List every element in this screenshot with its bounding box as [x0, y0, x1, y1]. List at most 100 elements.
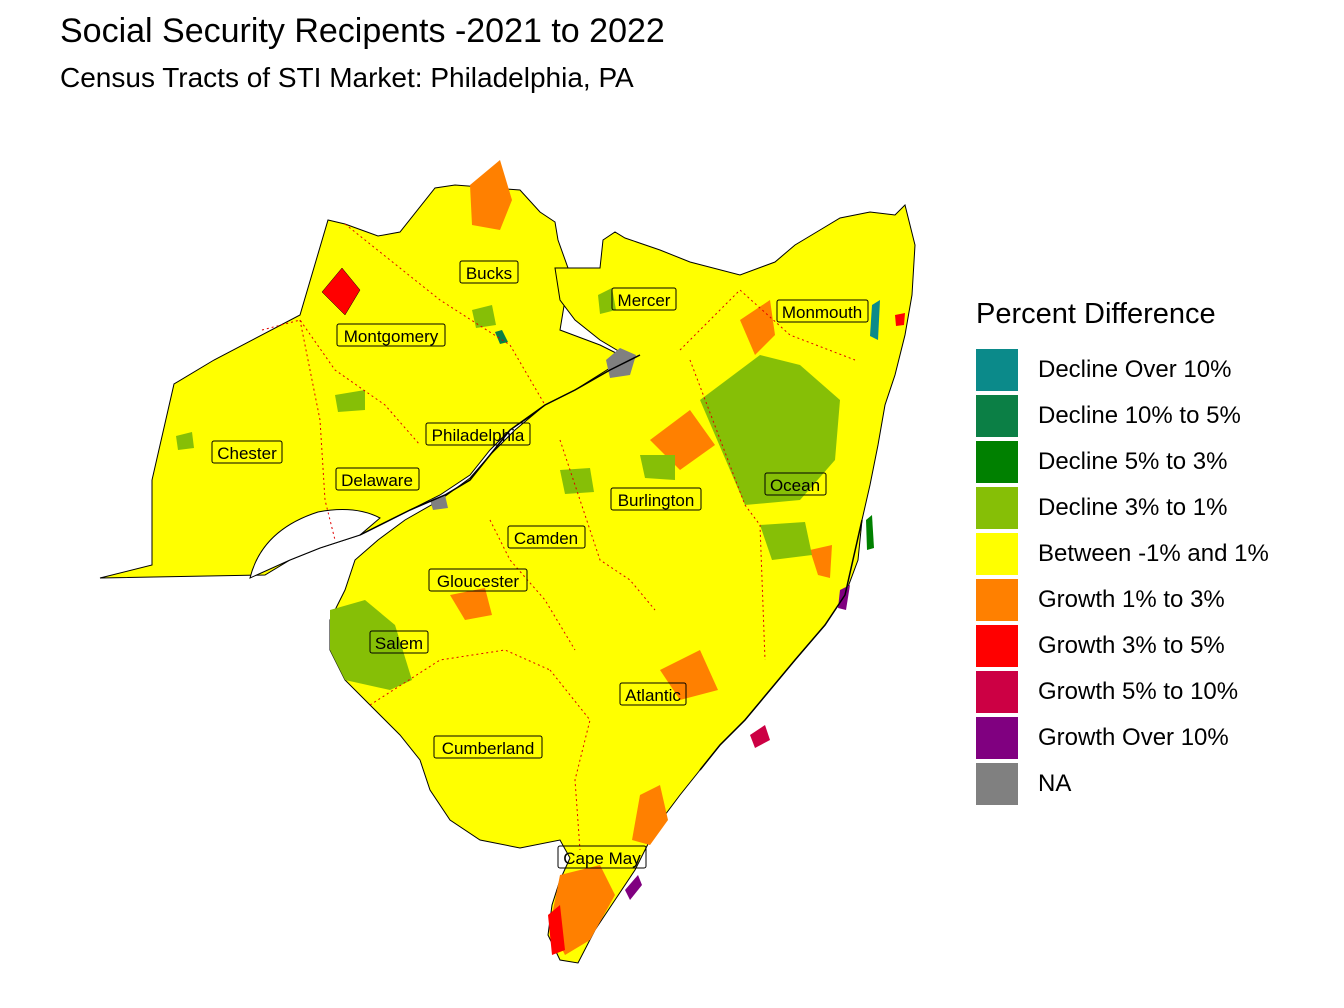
county-label-montgomery: Montgomery: [336, 323, 446, 347]
legend-item: Decline 5% to 3%: [976, 439, 1269, 485]
rivers: [359, 354, 863, 771]
svg-text:Philadelphia: Philadelphia: [432, 426, 525, 445]
county-boundary: [344, 223, 546, 406]
svg-text:Salem: Salem: [375, 634, 423, 653]
county-labels: Bucks Mercer Monmouth Montgomery Philade…: [211, 260, 869, 869]
tract-decline-3-1: [760, 522, 812, 560]
legend-label: Growth 1% to 3%: [1038, 586, 1225, 613]
legend-swatch: [976, 487, 1018, 529]
legend-label: Decline 3% to 1%: [1038, 494, 1228, 521]
county-label-burlington: Burlington: [610, 487, 702, 511]
county-boundary: [679, 289, 856, 361]
legend-swatch: [976, 625, 1018, 667]
county-label-atlantic: Atlantic: [619, 682, 687, 706]
svg-text:Mercer: Mercer: [618, 291, 671, 310]
county-label-camden: Camden: [507, 525, 586, 549]
tract-na: [606, 348, 636, 378]
map-subtitle: Census Tracts of STI Market: Philadelphi…: [60, 62, 634, 93]
legend-item: NA: [976, 761, 1269, 807]
legend-item: Growth 5% to 10%: [976, 669, 1269, 715]
county-boundary: [299, 319, 336, 541]
tract-growth-1-3: [810, 545, 832, 578]
tract-patches: [176, 160, 905, 955]
tract-decline-3-1: [472, 305, 496, 328]
tract-growth-over-10: [625, 875, 642, 900]
legend-label: Growth 3% to 5%: [1038, 632, 1225, 659]
county-label-monmouth: Monmouth: [776, 299, 869, 323]
legend-item: Growth Over 10%: [976, 715, 1269, 761]
tract-decline-3-1: [176, 432, 194, 450]
county-label-cape-may: Cape May: [557, 845, 647, 869]
county-label-bucks: Bucks: [459, 260, 519, 284]
svg-text:Atlantic: Atlantic: [625, 686, 681, 705]
tract-growth-3-5: [321, 267, 361, 316]
coastal-inlets: [699, 519, 863, 771]
tract-growth-1-3: [450, 588, 492, 620]
county-boundary: [261, 319, 421, 446]
legend-item: Decline Over 10%: [976, 347, 1269, 393]
svg-text:Cape May: Cape May: [563, 849, 641, 868]
svg-text:Ocean: Ocean: [770, 476, 820, 495]
tract-decline-3-1: [335, 390, 365, 412]
map-title: Social Security Recipents -2021 to 2022: [60, 12, 665, 50]
svg-text:Burlington: Burlington: [618, 491, 695, 510]
tract-decline-over-10: [870, 300, 880, 340]
tract-growth-1-3: [550, 865, 615, 955]
county-label-chester: Chester: [211, 440, 283, 464]
tract-growth-1-3: [470, 160, 512, 230]
legend-item: Decline 3% to 1%: [976, 485, 1269, 531]
legend-items: Decline Over 10% Decline 10% to 5% Decline…: [976, 347, 1269, 807]
county-label-delaware: Delaware: [335, 467, 420, 491]
tract-growth-3-5: [548, 905, 565, 955]
legend-item: Decline 10% to 5%: [976, 393, 1269, 439]
legend-label: NA: [1038, 770, 1072, 797]
legend-swatch: [976, 395, 1018, 437]
legend-swatch: [976, 763, 1018, 805]
county-label-salem: Salem: [369, 630, 429, 654]
county-label-ocean: Ocean: [764, 472, 827, 496]
legend-label: Decline 5% to 3%: [1038, 448, 1228, 475]
tract-decline-5-3: [866, 515, 874, 550]
legend-swatch: [976, 533, 1018, 575]
legend-label: Decline Over 10%: [1038, 356, 1232, 383]
svg-text:Cumberland: Cumberland: [442, 739, 535, 758]
legend: Percent Difference Decline Over 10% Decli…: [976, 298, 1269, 807]
legend-title: Percent Difference: [976, 298, 1216, 330]
svg-text:Delaware: Delaware: [341, 471, 413, 490]
legend-swatch: [976, 671, 1018, 713]
legend-swatch: [976, 579, 1018, 621]
legend-item: Growth 3% to 5%: [976, 623, 1269, 669]
county-label-mercer: Mercer: [611, 287, 677, 311]
tract-decline-3-1: [560, 468, 594, 494]
pa-cutout: [249, 509, 381, 579]
tract-decline-3-1: [700, 355, 840, 505]
county-label-cumberland: Cumberland: [433, 735, 543, 759]
tract-decline-10-5: [495, 330, 508, 344]
delaware-river: [359, 354, 641, 536]
legend-swatch: [976, 717, 1018, 759]
legend-label: Decline 10% to 5%: [1038, 402, 1241, 429]
county-label-gloucester: Gloucester: [428, 568, 528, 592]
tract-growth-5-10: [750, 725, 770, 748]
svg-text:Montgomery: Montgomery: [344, 327, 439, 346]
tract-decline-3-1: [330, 600, 412, 690]
county-boundary: [549, 669, 591, 851]
svg-text:Bucks: Bucks: [466, 264, 512, 283]
legend-swatch: [976, 441, 1018, 483]
svg-text:Monmouth: Monmouth: [782, 303, 862, 322]
tract-growth-1-3: [632, 785, 668, 845]
tract-growth-1-3: [660, 650, 718, 700]
svg-text:Chester: Chester: [217, 444, 277, 463]
legend-item: Growth 1% to 3%: [976, 577, 1269, 623]
legend-item: Between -1% and 1%: [976, 531, 1269, 577]
legend-label: Growth 5% to 10%: [1038, 678, 1239, 705]
legend-label: Growth Over 10%: [1038, 724, 1229, 751]
svg-text:Gloucester: Gloucester: [437, 572, 520, 591]
county-boundary: [369, 649, 551, 706]
legend-swatch: [976, 349, 1018, 391]
svg-text:Camden: Camden: [514, 529, 578, 548]
tract-decline-3-1: [640, 455, 675, 480]
county-label-philadelphia: Philadelphia: [425, 422, 531, 446]
tract-growth-3-5: [895, 313, 905, 326]
